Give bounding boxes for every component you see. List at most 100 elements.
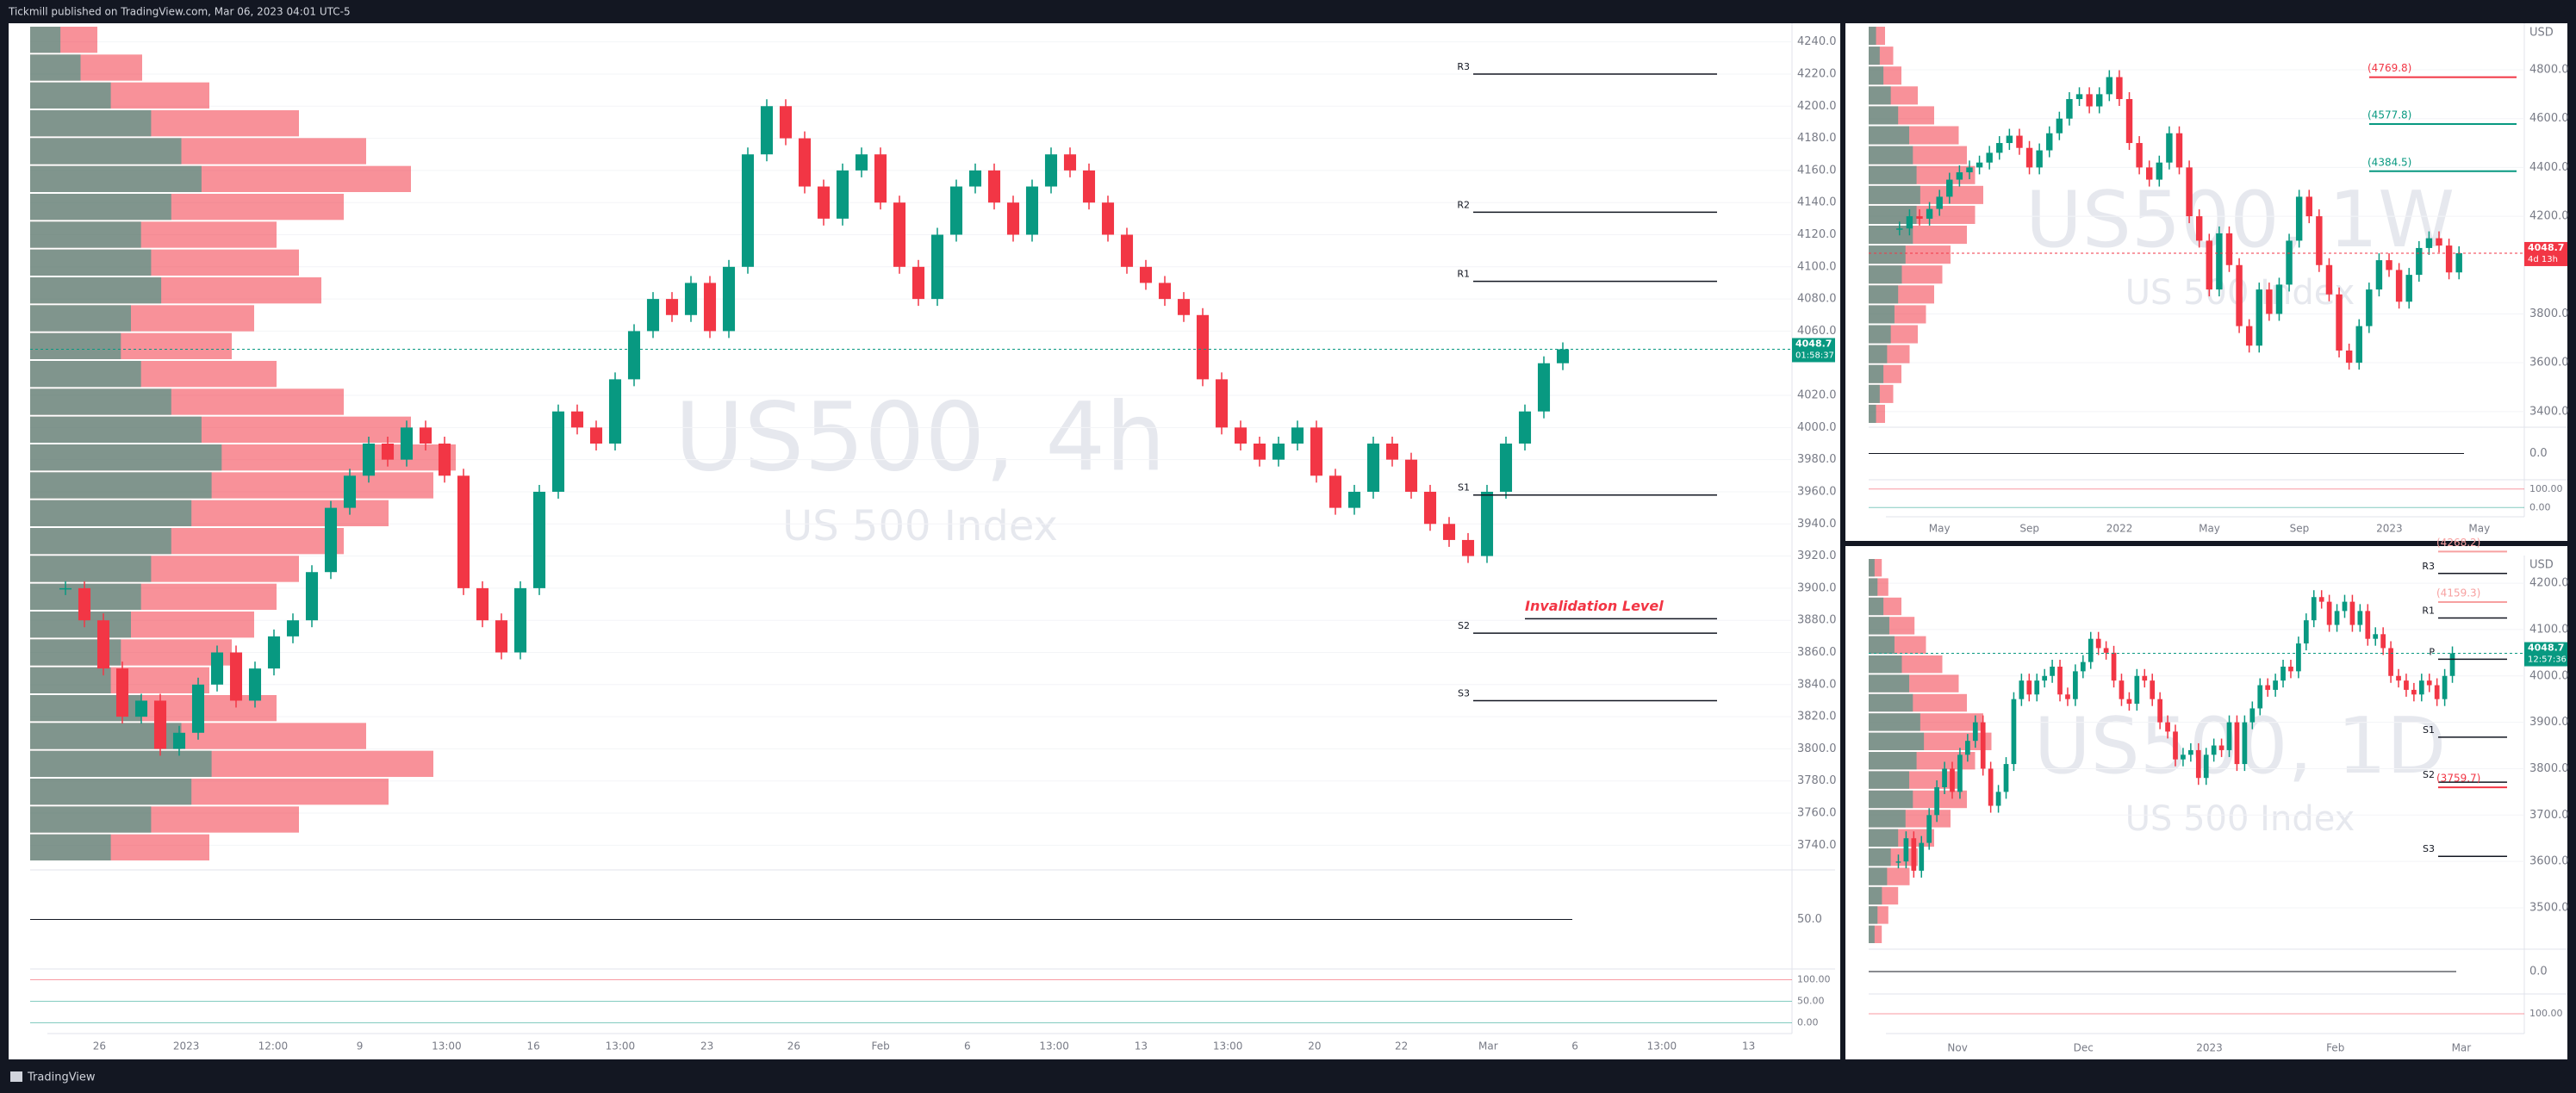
candle-body (2380, 634, 2386, 649)
last-price-label: 4048.7 (2528, 242, 2564, 253)
candle-body (2326, 601, 2332, 625)
x-tick-label: 9 (357, 1040, 364, 1053)
candle-body (855, 154, 868, 171)
pivot-label: R3 (2422, 561, 2435, 572)
volume-profile-up (30, 332, 121, 359)
candle-body (2425, 238, 2433, 248)
y-tick-label: 4400.0 (2529, 161, 2569, 174)
y-tick-label: 4060.0 (1797, 325, 1837, 338)
y-tick-label: 4200.0 (2529, 577, 2569, 590)
candle-body (2416, 247, 2423, 276)
candle-body (2273, 680, 2278, 690)
candle-body (2334, 611, 2340, 625)
candle-body (1310, 427, 1323, 476)
level-label: (4268.2) (2436, 537, 2480, 549)
annotation-label: Invalidation Level (1525, 598, 1664, 614)
last-price-box (2524, 642, 2567, 667)
x-tick-label: 16 (526, 1040, 539, 1053)
candle-body (968, 170, 982, 187)
watermark: US500, 1D (2034, 701, 2447, 792)
candle-body (1063, 154, 1077, 171)
volume-profile-up (1869, 655, 1902, 674)
pivot-label: S3 (2423, 843, 2435, 854)
volume-profile-up (1869, 146, 1913, 165)
volume-profile-up (1869, 404, 1876, 423)
y-tick-label: 3400.0 (2529, 405, 2569, 418)
y-tick-label: 3740.0 (1797, 839, 1837, 852)
candle-body (1234, 427, 1248, 444)
candle-body (1916, 216, 1923, 219)
candle-body (2034, 680, 2040, 695)
candle-body (1404, 459, 1418, 492)
candle-body (2096, 94, 2103, 107)
y-tick-label: 3960.0 (1797, 485, 1837, 498)
candle-body (1385, 444, 1399, 460)
volume-profile-up (30, 444, 222, 471)
y-tick-label: 3800.0 (2529, 762, 2569, 775)
volume-profile-up (30, 277, 162, 304)
candle-body (248, 668, 262, 701)
candle-body (1995, 792, 2001, 806)
candle-body (1906, 216, 1913, 229)
volume-profile-up (1869, 384, 1880, 403)
candle-body (1957, 755, 1963, 792)
countdown-label: 12:57:36 (2528, 655, 2567, 665)
candle-body (2303, 620, 2309, 644)
candle-body (2181, 755, 2186, 760)
candle-body (2257, 685, 2263, 709)
candle-body (2311, 597, 2317, 621)
candle-body (1556, 349, 1570, 363)
candle-body (134, 700, 148, 717)
y-tick-label: 3800.0 (2529, 307, 2569, 320)
stoch-label: 0.00 (1797, 1017, 1819, 1028)
volume-profile-up (1869, 674, 1910, 692)
x-tick-label: 23 (700, 1040, 713, 1053)
candle-body (1442, 524, 1456, 540)
candle-body (2325, 264, 2333, 295)
candle-body (1919, 842, 1925, 871)
candle-body (1215, 379, 1229, 428)
candle-body (2426, 680, 2432, 686)
candle-body (2216, 233, 2223, 290)
candle-body (1537, 363, 1551, 412)
candle-body (2142, 675, 2148, 681)
candle-body (153, 700, 167, 749)
candle-body (2166, 133, 2173, 163)
candle-body (1366, 444, 1380, 492)
candle-body (2404, 680, 2409, 690)
candle-body (1934, 787, 1939, 816)
y-tick-label: 4200.0 (2529, 210, 2569, 223)
candle-body (495, 620, 508, 653)
candle-body (2026, 680, 2032, 695)
x-tick-label: 12:00 (258, 1040, 289, 1053)
pivot-label: R2 (1457, 199, 1470, 210)
candle-body (2396, 675, 2401, 681)
candle-body (2256, 289, 2262, 346)
currency-label: USD (2529, 559, 2554, 572)
candle-body (722, 266, 736, 332)
volume-profile-up (1869, 886, 1882, 905)
volume-profile-up (1869, 693, 1913, 712)
candle-body (343, 475, 357, 508)
volume-profile-up (1869, 906, 1878, 924)
candle-body (2418, 680, 2424, 695)
candle-body (2357, 611, 2363, 625)
stoch-label: 100.00 (1797, 974, 1831, 985)
volume-profile-up (30, 305, 131, 332)
rsi-label: 50.0 (1797, 913, 1822, 926)
candle-body (949, 186, 963, 235)
x-tick-label: 13 (1742, 1040, 1755, 1053)
volume-profile-up (1869, 829, 1899, 847)
candle-body (1972, 722, 1978, 742)
x-tick-label: 13:00 (1647, 1040, 1677, 1053)
candle-body (2342, 601, 2348, 612)
candle-body (1025, 186, 1039, 235)
candle-body (2395, 270, 2403, 302)
candle-body (1120, 234, 1134, 267)
candle-body (2150, 680, 2156, 699)
y-tick-label: 4220.0 (1797, 67, 1837, 80)
candle-body (1956, 172, 1963, 180)
candle-body (1461, 539, 1475, 556)
candle-body (2405, 275, 2412, 302)
